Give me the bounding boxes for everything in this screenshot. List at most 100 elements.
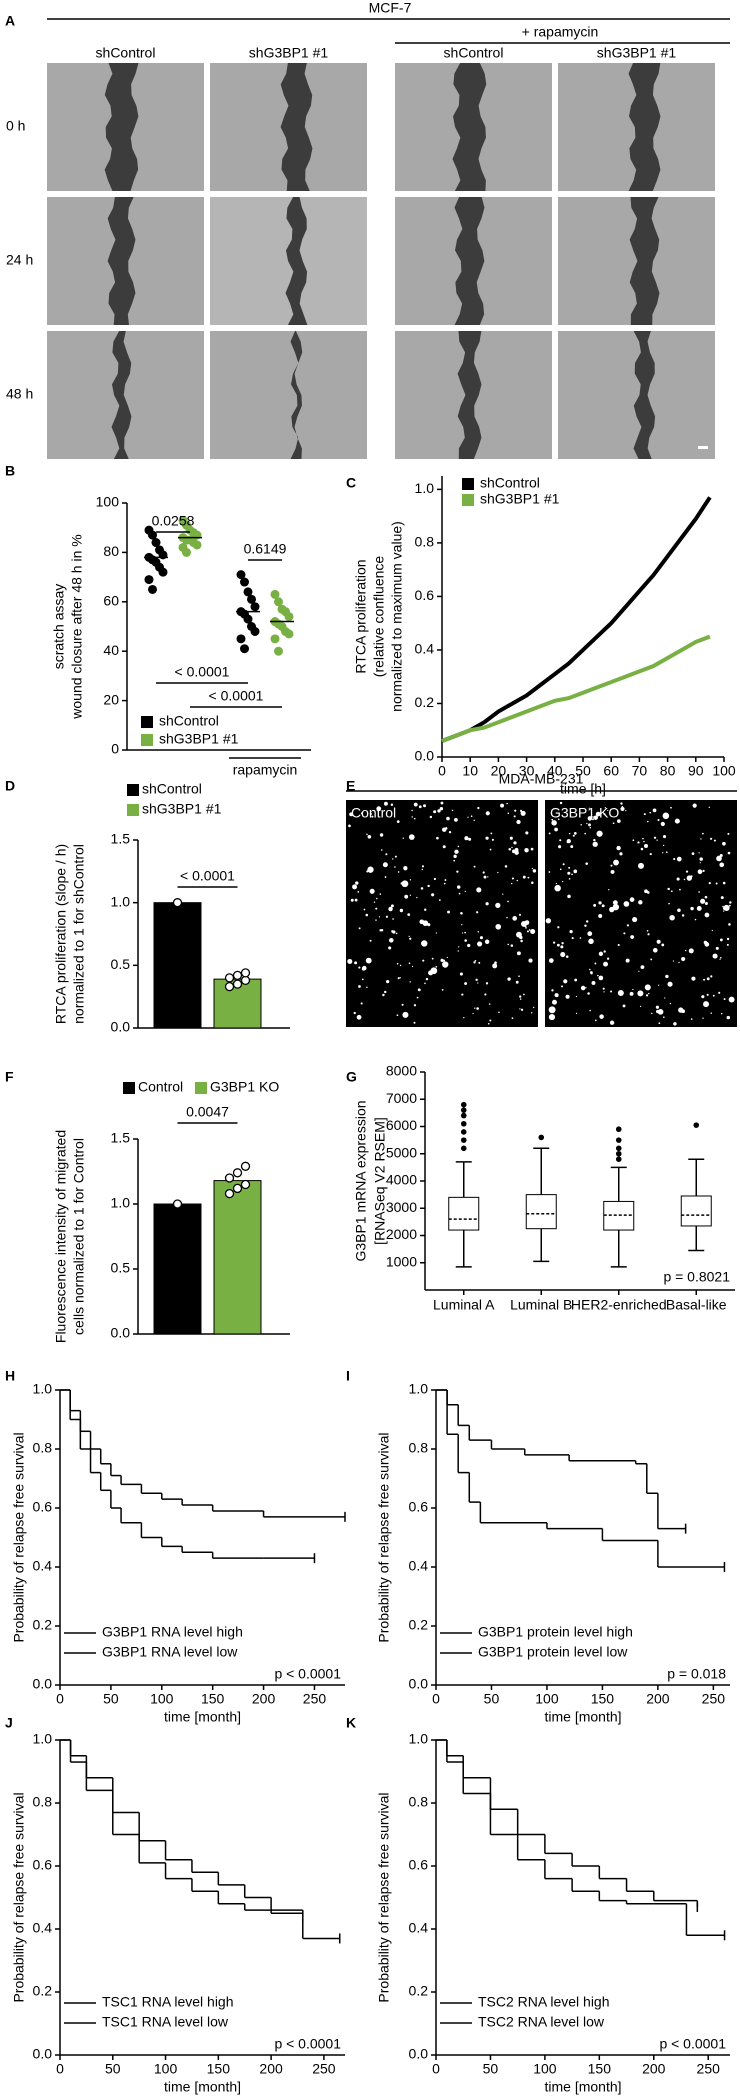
cell-dot [442,961,449,968]
x-tick-label: 200 [646,1691,670,1707]
cell-dot [369,888,375,894]
cell-dot [427,884,430,888]
cell-dot [592,818,594,821]
cell-dot [719,938,723,942]
micrograph [346,800,538,1027]
cell-dot [519,1008,521,1010]
cell-dot [431,957,434,960]
cell-dot [637,841,640,844]
cell-dot [514,809,517,812]
cell-dot [585,987,587,989]
y-tick-label: 40 [103,642,119,658]
cell-dot [518,913,522,916]
data-point [224,1173,235,1183]
cell-dot [533,1006,535,1009]
cell-dot [726,1015,731,1020]
x-tick-label: 150 [588,2061,612,2077]
cell-dot [383,801,388,806]
cell-dot [461,924,463,926]
cell-dot [565,955,569,958]
cell-dot [365,957,372,964]
cell-dot [380,849,383,851]
cell-dot [580,824,582,826]
y-axis-label: normalized to maximum value) [389,521,405,712]
legend-swatch [462,478,474,490]
data-point [240,975,251,986]
cell-dot [554,884,561,892]
cell-dot [385,853,388,856]
x-tick-label: 10 [462,763,478,779]
p-value: p = 0.018 [667,1666,726,1682]
cell-dot [638,970,640,972]
cell-dot [358,966,361,969]
cell-dot [703,1001,710,1008]
bar [153,902,202,1029]
cell-dot [376,897,378,900]
cell-dot [662,812,670,820]
cell-dot [592,841,598,847]
legend-label: G3BP1 RNA level low [102,1644,238,1660]
cell-dot [519,995,522,998]
cell-dot [497,871,499,874]
cell-dot [458,892,461,895]
cell-dot [637,862,644,869]
cell-dot [361,978,364,981]
p-value: p < 0.0001 [659,2036,726,2052]
cell-dot [439,806,444,811]
cell-dot [728,923,731,926]
cell-dot [394,855,397,858]
cell-dot [513,841,517,845]
cell-dot [632,988,634,991]
cell-dot [699,862,701,864]
cell-dot [649,852,652,856]
cell-dot [489,1019,492,1022]
cell-dot [528,929,531,931]
cell-dot [610,869,615,874]
panel-label: J [5,1715,13,1731]
p-value: p < 0.0001 [274,1666,341,1682]
x-tick-label: 250 [312,2061,336,2077]
cell-dot [367,866,374,873]
cell-dot [433,810,437,814]
cell-dot [588,807,590,809]
cell-dot [530,1012,533,1014]
cell-dot [357,891,360,893]
cell-dot [692,803,697,808]
cell-dot [457,950,459,952]
legend-label: TSC1 RNA level low [102,2014,229,2030]
y-tick-label: 0.0 [409,2046,429,2062]
y-tick-label: 0.6 [33,1499,53,1515]
cell-dot [640,847,644,851]
cell-dot [658,1022,661,1025]
legend-label: TSC1 RNA level high [102,1994,234,2010]
outlier [693,1122,700,1128]
cell-dot [489,848,492,851]
panel-label: F [5,1069,14,1085]
cell-dot [561,942,564,945]
cell-dot [510,944,514,947]
x-tick-label: 100 [533,2061,557,2077]
data-point [224,981,235,992]
cell-dot [551,820,557,826]
cell-dot [589,968,591,971]
cell-dot [722,841,726,846]
outlier [615,1126,622,1133]
y-axis-label: Probability of relapse free survival [11,1432,27,1642]
x-tick-label: 250 [702,1691,726,1707]
cell-dot [440,958,444,962]
cell-dot [421,868,424,871]
cell-dot [575,995,578,998]
cell-dot [483,875,487,879]
cell-dot [694,918,697,921]
cell-dot [395,932,398,935]
cell-dot [590,971,593,974]
cell-dot [476,887,482,893]
cell-dot [587,992,590,995]
cell-dot [706,977,710,981]
data-point [224,973,235,983]
cell-dot [662,844,665,847]
cell-dot [402,1011,409,1018]
cell-dot [439,899,441,901]
y-tick-label: 1.0 [415,480,435,496]
